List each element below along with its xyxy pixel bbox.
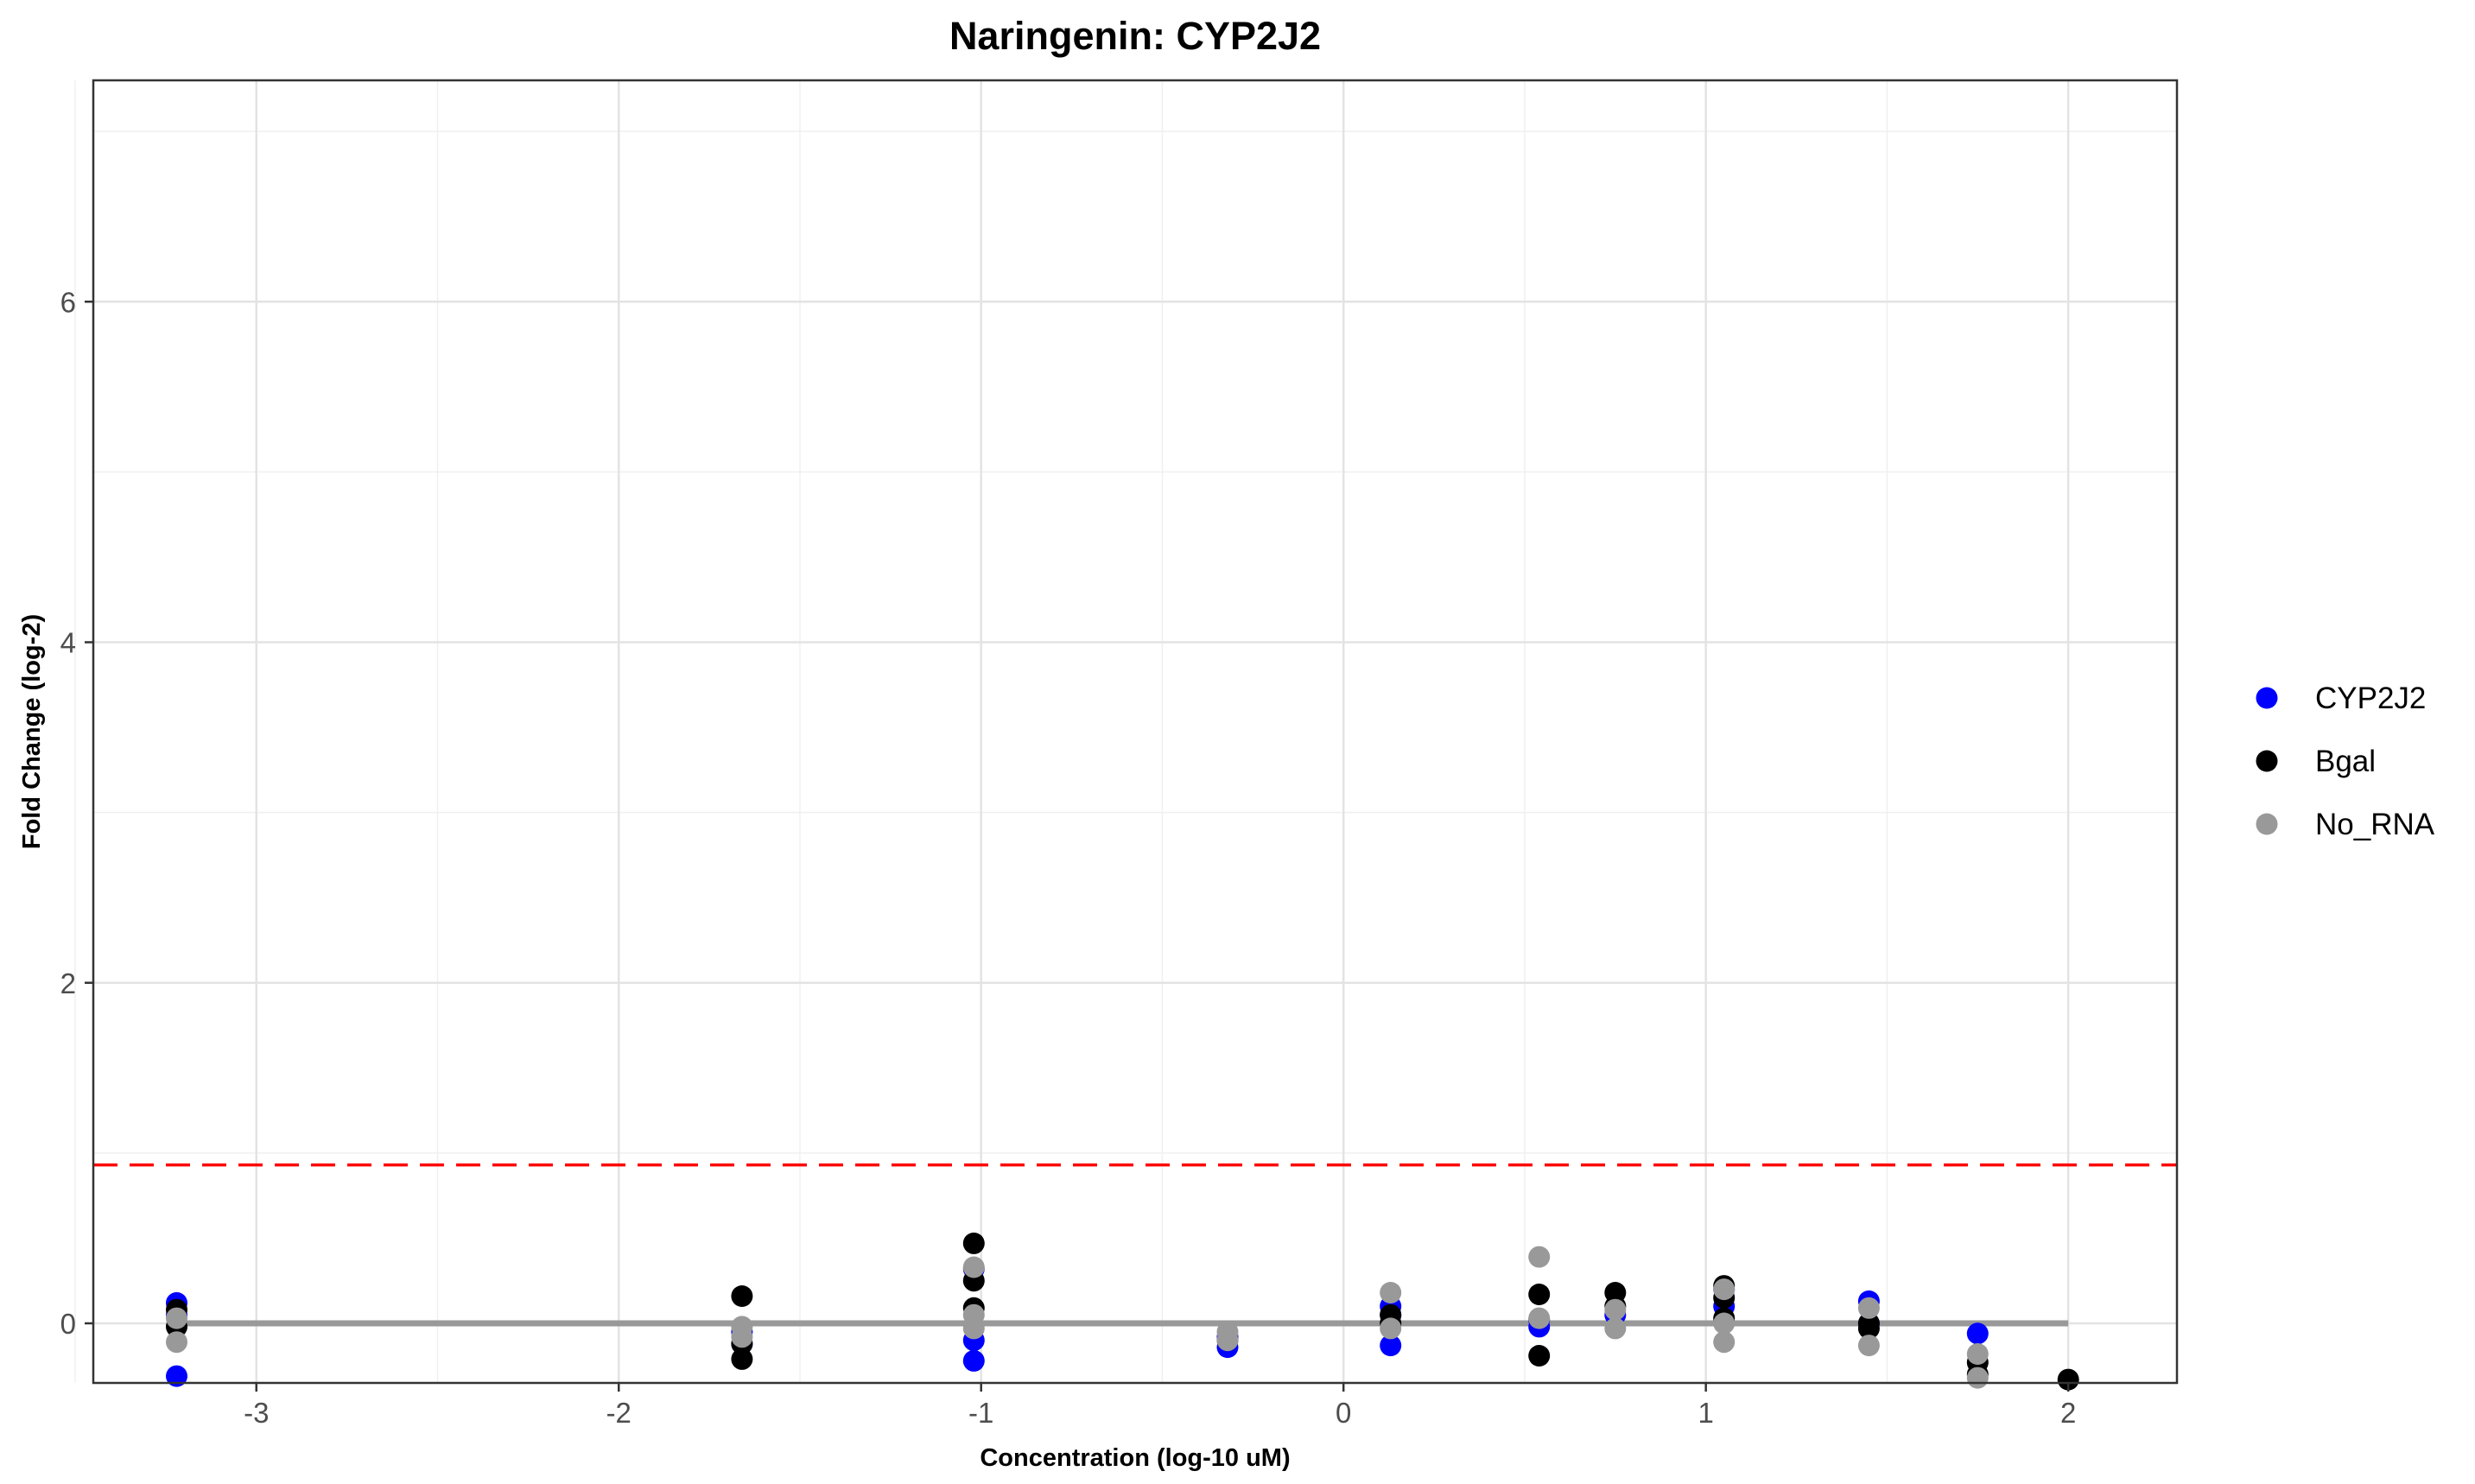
data-point <box>1966 1343 1989 1365</box>
y-tick-label: 4 <box>60 627 76 659</box>
data-point <box>1528 1246 1551 1268</box>
data-point <box>1380 1282 1402 1303</box>
legend-label: Bgal <box>2315 745 2376 778</box>
x-tick-labels: -3 -2 -1 0 1 2 <box>244 1397 2076 1429</box>
data-point <box>1966 1322 1989 1345</box>
y-tick-labels: 0 2 4 6 <box>60 286 76 1340</box>
series-no-rna <box>166 1246 1989 1389</box>
data-point <box>731 1348 753 1370</box>
legend-item: No_RNA <box>2256 808 2435 841</box>
x-tick-label: -3 <box>244 1397 269 1429</box>
legend: CYP2J2 Bgal No_RNA <box>2256 682 2435 841</box>
x-tick-label: -2 <box>606 1397 631 1429</box>
series-bgal <box>166 1232 2079 1391</box>
data-point <box>731 1285 753 1307</box>
data-point <box>962 1317 985 1340</box>
data-point <box>1216 1329 1239 1352</box>
reference-lines <box>93 1163 2177 1327</box>
data-point <box>1966 1367 1989 1389</box>
legend-label: No_RNA <box>2315 808 2435 841</box>
data-point <box>166 1365 187 1387</box>
x-tick-label: 0 <box>1336 1397 1351 1429</box>
y-tick-label: 0 <box>60 1308 76 1340</box>
plot-border <box>92 79 2179 1385</box>
legend-item: Bgal <box>2256 745 2376 778</box>
y-tick-label: 2 <box>60 967 76 999</box>
data-point <box>1604 1317 1627 1340</box>
legend-key <box>2256 750 2278 772</box>
legend-label: CYP2J2 <box>2315 682 2426 715</box>
data-point <box>1857 1317 1880 1340</box>
data-point <box>166 1331 187 1354</box>
data-point <box>166 1307 187 1329</box>
chart-title: Naringenin: CYP2J2 <box>949 14 1321 58</box>
data-point <box>731 1326 753 1348</box>
data-point <box>1528 1284 1551 1305</box>
data-point <box>1604 1298 1627 1321</box>
legend-key <box>2256 687 2278 709</box>
x-axis-title: Concentration (log-10 uM) <box>980 1444 1290 1472</box>
data-point <box>962 1232 985 1254</box>
data-points <box>166 1232 2079 1391</box>
data-point <box>2057 1368 2079 1391</box>
axis-ticks <box>85 301 2070 1392</box>
data-point <box>1713 1312 1736 1335</box>
y-tick-label: 6 <box>60 286 76 318</box>
data-point <box>1713 1331 1736 1354</box>
data-point <box>1713 1278 1736 1301</box>
data-point <box>1857 1297 1880 1319</box>
data-point <box>1528 1345 1551 1367</box>
data-point <box>1528 1307 1551 1329</box>
legend-key <box>2256 813 2278 835</box>
data-point <box>962 1256 985 1278</box>
data-point <box>962 1349 985 1372</box>
data-point <box>1380 1335 1402 1357</box>
x-tick-label: 2 <box>2060 1397 2076 1429</box>
data-point <box>1380 1317 1402 1340</box>
x-tick-label: 1 <box>1698 1397 1713 1429</box>
legend-item: CYP2J2 <box>2256 682 2426 715</box>
x-tick-label: -1 <box>968 1397 993 1429</box>
grid <box>74 80 2177 1383</box>
y-axis-title: Fold Change (log-2) <box>18 614 46 849</box>
data-point <box>1857 1335 1880 1357</box>
